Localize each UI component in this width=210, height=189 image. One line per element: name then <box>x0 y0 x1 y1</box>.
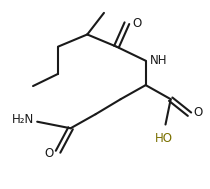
Text: HO: HO <box>154 132 172 145</box>
Text: O: O <box>194 106 203 119</box>
Text: O: O <box>132 17 141 30</box>
Text: H₂N: H₂N <box>12 113 34 126</box>
Text: NH: NH <box>150 54 168 67</box>
Text: O: O <box>45 147 54 160</box>
